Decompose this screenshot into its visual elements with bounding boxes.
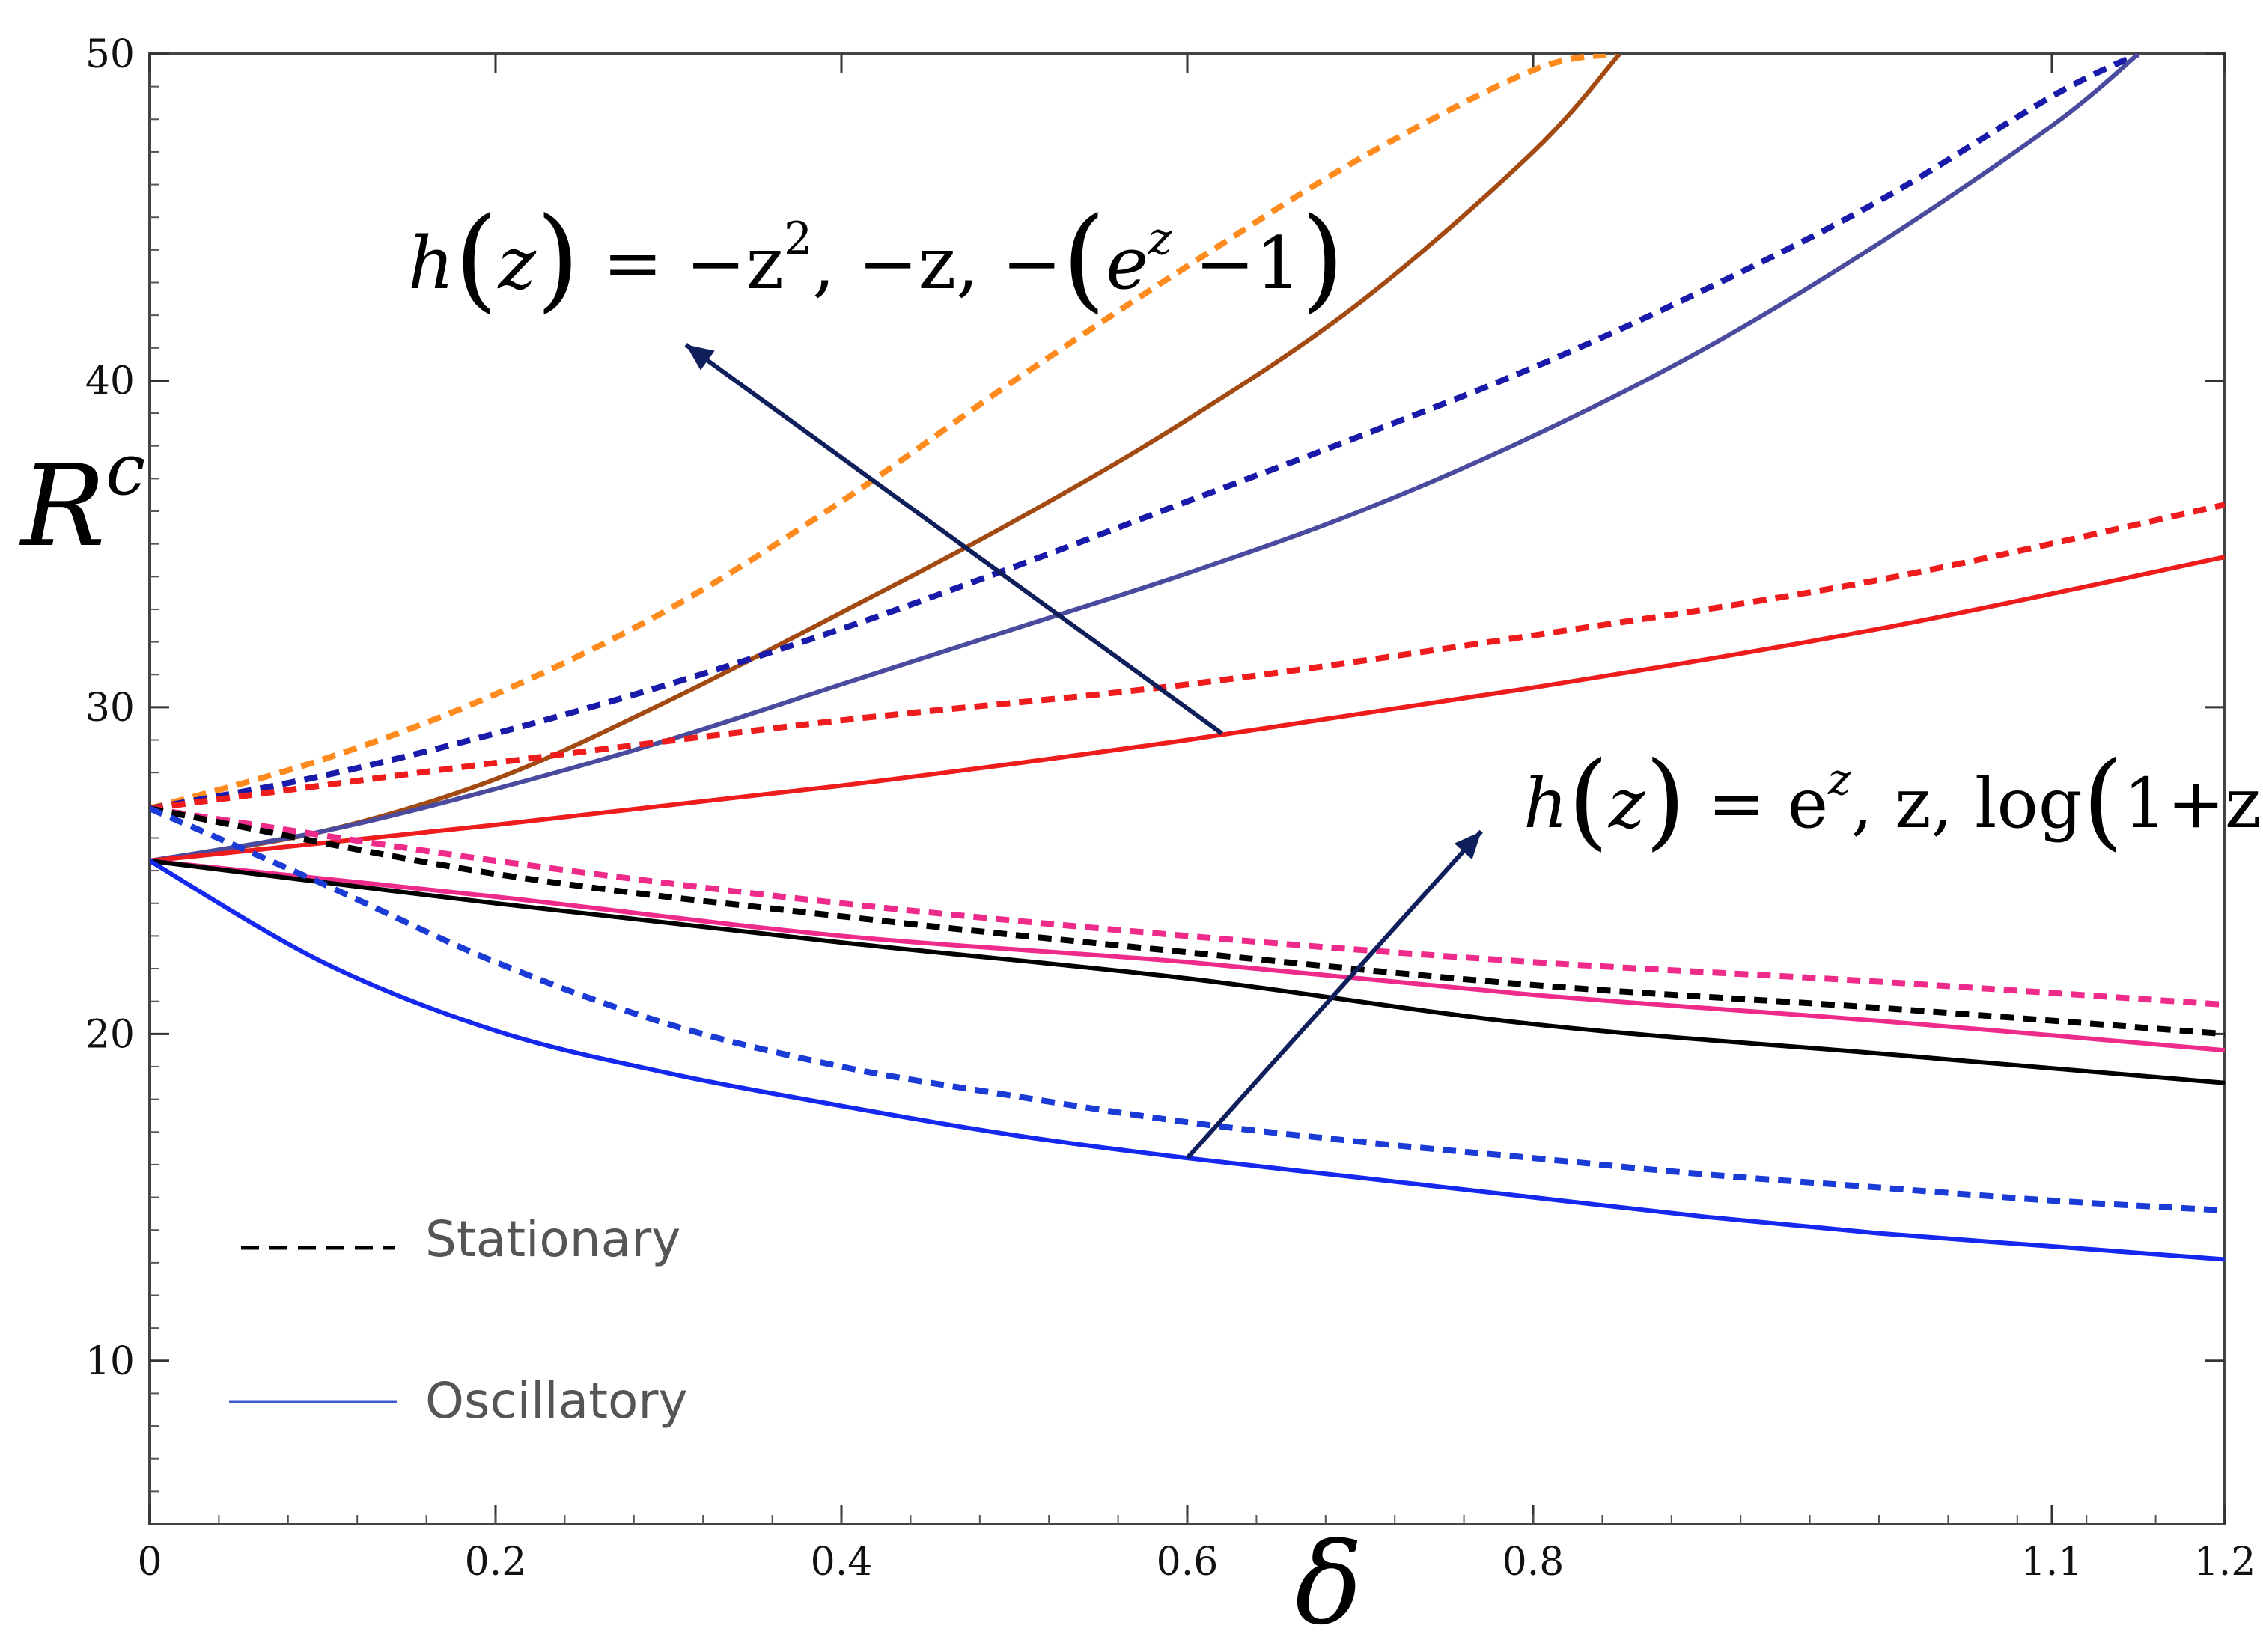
annotation-upper: h(z) = −z2, −z, −(ez −1) — [408, 194, 1344, 324]
annotation-arrow-shaft-1 — [1185, 829, 1483, 1160]
legend: Stationary Oscillatory — [229, 1210, 688, 1430]
x-tick-label: 0.6 — [1157, 1540, 1219, 1585]
x-tick-label: 0.2 — [465, 1540, 527, 1585]
series-line-11 — [150, 859, 2225, 1262]
annotation-arrow-head-1 — [1454, 831, 1481, 860]
y-tick-label: 40 — [85, 359, 135, 403]
x-tick-label: 1.2 — [2194, 1540, 2256, 1585]
annotation-lower: h(z) = ez, z, log(1+z) — [1523, 740, 2263, 862]
x-axis-ticks: 0 0.2 0.4 0.6 0.8 1.1 1.2 — [137, 54, 2256, 1585]
series-line-10 — [150, 805, 2225, 1213]
y-tick-label: 30 — [85, 686, 135, 731]
series-line-0 — [150, 54, 1621, 812]
y-tick-label: 10 — [85, 1339, 135, 1384]
y-axis-label: Rc — [19, 429, 145, 572]
y-tick-label: 20 — [85, 1012, 135, 1057]
x-axis-label: δ — [1295, 1520, 1362, 1650]
x-tick-label: 1.1 — [2021, 1540, 2083, 1585]
x-tick-label: 0.4 — [811, 1540, 873, 1585]
x-tick-label: 0 — [137, 1540, 162, 1585]
series-line-8 — [150, 805, 2225, 1037]
x-tick-label: 0.8 — [1502, 1540, 1565, 1585]
series-line-7 — [150, 859, 2225, 1053]
arrow-layer — [684, 343, 1483, 1160]
legend-oscillatory-label: Oscillatory — [425, 1372, 688, 1430]
y-axis-label-main: R — [19, 442, 106, 572]
series-line-4 — [150, 502, 2225, 812]
series-layer — [150, 54, 2225, 1262]
series-line-2 — [150, 54, 2140, 812]
y-axis-label-superscript: c — [106, 429, 145, 511]
annotation-arrow-head-0 — [686, 344, 715, 371]
y-tick-label: 50 — [85, 32, 135, 77]
legend-stationary-label: Stationary — [425, 1210, 680, 1268]
series-line-6 — [150, 805, 2225, 1008]
series-line-3 — [150, 54, 2140, 863]
series-line-1 — [150, 54, 1621, 863]
series-line-9 — [150, 859, 2225, 1085]
series-line-5 — [150, 555, 2225, 863]
y-axis-ticks: 10 20 30 40 50 — [85, 32, 2225, 1493]
annotation-arrow-shaft-0 — [684, 343, 1223, 736]
